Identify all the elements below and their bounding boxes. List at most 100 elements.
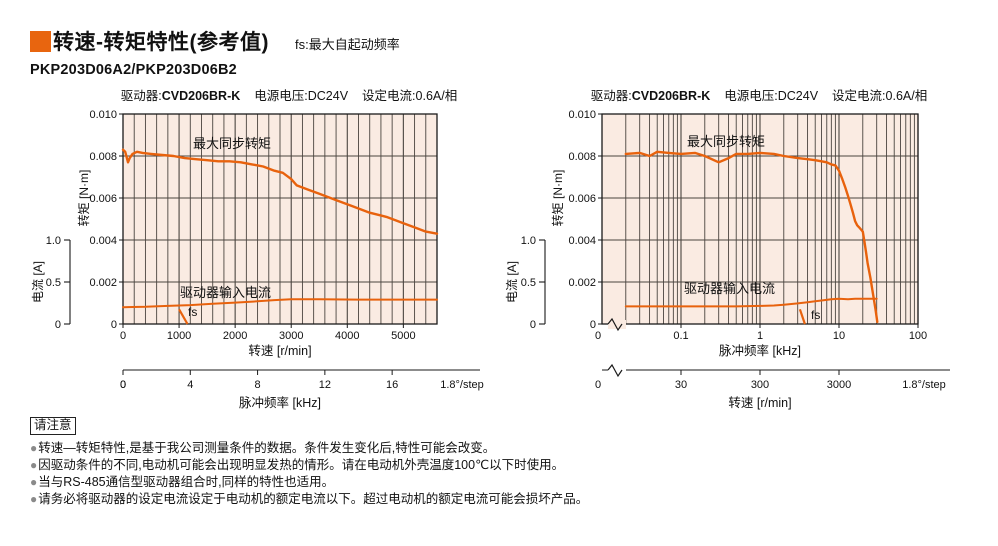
x-tick-label: 100 xyxy=(909,330,927,342)
torque-curve-label: 最大同步转矩 xyxy=(193,136,271,151)
bullet-icon: ● xyxy=(30,492,38,506)
x2-axis-title: 脉冲频率 [kHz] xyxy=(239,395,321,410)
current-axis xyxy=(64,239,71,325)
grid-vertical xyxy=(625,114,919,324)
torque-tick-label: 0.010 xyxy=(568,109,596,121)
model-number: PKP203D06A2/PKP203D06B2 xyxy=(30,62,237,78)
driver-label: 驱动器: xyxy=(120,89,162,103)
notes-section: 请注意 ●转速—转矩特性,是基于我公司测量条件的数据。条件发生变化后,特性可能会… xyxy=(30,416,970,508)
fs-marker-label: fs xyxy=(188,305,197,319)
current-axis-title: 电流 [A] xyxy=(505,261,519,303)
torque-axis-title: 转矩 [N·m] xyxy=(76,170,91,227)
current-tick-label: 0.5 xyxy=(521,277,536,289)
x2-tick-label: 3000 xyxy=(827,379,851,391)
current-curve-label: 驱动器输入电流 xyxy=(684,281,775,296)
x-tick-label: 1 xyxy=(757,330,763,342)
x2-tick-label: 300 xyxy=(751,379,769,391)
step-angle-label: 1.8°/step xyxy=(440,379,484,391)
x-tick-label: 2000 xyxy=(223,330,247,342)
current-tick-label: 1.0 xyxy=(521,235,536,247)
driver-value: CVD206BR-K xyxy=(161,89,241,103)
note-item: ●当与RS-485通信型驱动器组合时,同样的特性也适用。 xyxy=(30,475,335,489)
x-tick-label: 0 xyxy=(120,330,126,342)
x-tick-label: 5000 xyxy=(391,330,415,342)
torque-tick-label: 0.006 xyxy=(568,193,596,205)
x2-tick-label: 16 xyxy=(386,379,398,391)
bullet-icon: ● xyxy=(30,475,38,489)
current-tick-label: 0 xyxy=(55,319,61,331)
step-angle-label: 1.8°/step xyxy=(902,379,946,391)
x2-tick-label: 30 xyxy=(675,379,687,391)
current-curve-label: 驱动器输入电流 xyxy=(180,285,271,300)
torque-tick-label: 0.008 xyxy=(568,151,596,163)
page-title: 转速-转矩特性(参考值) xyxy=(53,31,269,54)
x-axis-title: 脉冲频率 [kHz] xyxy=(719,343,801,358)
x-tick-label: 1000 xyxy=(167,330,191,342)
current-tick-label: 1.0 xyxy=(46,235,61,247)
speed-torque-chart-linear: 0 0.002 0.004 0.006 0.008 0.010 转矩 [N·m] 0 0.5 1.… xyxy=(31,109,484,410)
note-item: ●因驱动条件的不同,电动机可能会出现明显发热的情形。请在电动机外壳温度100℃以… xyxy=(30,458,565,472)
fs-legend-note: fs:最大自起动频率 xyxy=(294,36,400,52)
x2-zero-label: 0 xyxy=(595,379,601,391)
fs-marker-line xyxy=(798,308,806,325)
torque-curve xyxy=(121,148,439,235)
torque-tick-label: 0.006 xyxy=(89,193,117,205)
torque-tick-label: 0.002 xyxy=(89,277,117,289)
axis-break-icon xyxy=(607,363,623,378)
fs-marker-label: fs xyxy=(811,308,820,322)
torque-curve-label: 最大同步转矩 xyxy=(687,134,765,149)
x-axis: 0 1000 2000 3000 4000 5000 xyxy=(120,324,416,342)
torque-axis: 0 0.002 0.004 0.006 0.008 0.010 xyxy=(89,109,123,331)
x-axis: 0.1 1 10 100 0 xyxy=(595,324,927,342)
torque-axis-title: 转矩 [N·m] xyxy=(550,170,565,227)
voltage-condition: 电源电压:DC24V xyxy=(724,89,819,103)
chart-block-linear: 驱动器:CVD206BR-K 电源电压:DC24V 设定电流:0.6A/相 0 0.0… xyxy=(30,88,500,418)
torque-tick-label: 0.002 xyxy=(568,277,596,289)
torque-tick-label: 0 xyxy=(590,319,596,331)
x-tick-label: 3000 xyxy=(279,330,303,342)
chart-conditions-right: 驱动器:CVD206BR-K 电源电压:DC24V 设定电流:0.6A/相 xyxy=(500,88,970,106)
x2-tick-label: 4 xyxy=(187,379,193,391)
torque-tick-label: 0.004 xyxy=(568,235,596,247)
x-tick-label: 4000 xyxy=(335,330,359,342)
driver-value: CVD206BR-K xyxy=(631,89,711,103)
torque-curve xyxy=(624,150,879,324)
x2-axis: 30 300 3000 0 1.8°/step xyxy=(595,363,950,391)
axis-break-icon xyxy=(607,317,623,332)
bullet-icon: ● xyxy=(30,441,38,455)
x-zero-label: 0 xyxy=(595,330,601,342)
current-tick-label: 0 xyxy=(530,319,536,331)
fs-marker-line xyxy=(178,308,189,325)
driver-label: 驱动器: xyxy=(590,89,632,103)
voltage-condition: 电源电压:DC24V xyxy=(254,89,349,103)
grid-horizontal xyxy=(123,155,437,283)
notes-title-box: 请注意 xyxy=(30,417,76,435)
x2-tick-label: 0 xyxy=(120,379,126,391)
x2-axis-title: 转速 [r/min] xyxy=(728,395,791,410)
chart-block-log: 驱动器:CVD206BR-K 电源电压:DC24V 设定电流:0.6A/相 0 0.0… xyxy=(500,88,970,418)
plot-border xyxy=(122,113,438,325)
torque-tick-label: 0.008 xyxy=(89,151,117,163)
current-axis xyxy=(539,239,546,325)
x2-axis: 0 4 8 12 160 1.8°/step xyxy=(120,369,484,391)
grid-vertical xyxy=(133,114,438,324)
current-curve xyxy=(122,298,438,309)
current-tick-label: 0.5 xyxy=(46,277,61,289)
x2-tick-label: 12 xyxy=(319,379,331,391)
chart-conditions-left: 驱动器:CVD206BR-K 电源电压:DC24V 设定电流:0.6A/相 xyxy=(30,88,500,106)
torque-tick-label: 0.004 xyxy=(89,235,117,247)
current-condition: 设定电流:0.6A/相 xyxy=(832,89,928,103)
speed-torque-chart-log: 0 0.002 0.004 0.006 0.008 0.010 转矩 [N·m] 0 0.5 1.… xyxy=(505,109,950,410)
torque-tick-label: 0 xyxy=(111,319,117,331)
notes-list: ●转速—转矩特性,是基于我公司测量条件的数据。条件发生变化后,特性可能会改变。 ●… xyxy=(30,440,970,508)
current-axis-title: 电流 [A] xyxy=(31,261,45,303)
x-axis-title: 转速 [r/min] xyxy=(248,343,311,358)
bullet-icon: ● xyxy=(30,458,38,472)
note-item: ●请务必将驱动器的设定电流设定于电动机的额定电流以下。超过电动机的额定电流可能会… xyxy=(30,492,589,506)
current-curve xyxy=(624,297,878,308)
x-tick-label: 10 xyxy=(833,330,845,342)
note-item: ●转速—转矩特性,是基于我公司测量条件的数据。条件发生变化后,特性可能会改变。 xyxy=(30,441,496,455)
title-square-icon xyxy=(30,30,51,52)
torque-tick-label: 0.010 xyxy=(89,109,117,121)
